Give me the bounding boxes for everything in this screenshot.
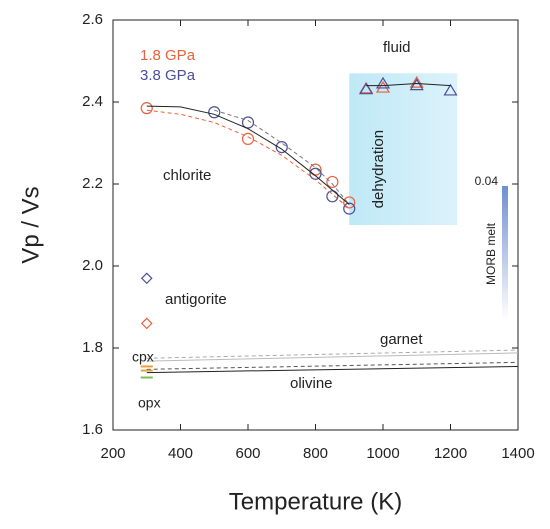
y-tick-label: 2.2 bbox=[82, 175, 103, 192]
legend-label: 1.8 GPa bbox=[140, 47, 196, 64]
annotation: MORB melt bbox=[484, 222, 498, 285]
triangle-marker bbox=[409, 75, 424, 88]
x-axis-label: Temperature (K) bbox=[229, 488, 402, 515]
triangle-marker bbox=[409, 78, 424, 91]
fit-line bbox=[366, 83, 451, 87]
y-tick-label: 2.4 bbox=[82, 93, 103, 110]
triangle-marker bbox=[359, 82, 374, 95]
x-tick-label: 600 bbox=[235, 445, 260, 462]
annotation: antigorite bbox=[165, 291, 227, 308]
circle-marker bbox=[309, 163, 322, 176]
fit-line bbox=[146, 109, 350, 209]
annotation: olivine bbox=[290, 375, 333, 392]
circle-marker bbox=[241, 132, 255, 145]
dehydration-region bbox=[349, 73, 458, 225]
triangle-marker bbox=[375, 76, 391, 89]
x-tick-label: 200 bbox=[100, 445, 125, 462]
annotation: cpx bbox=[132, 349, 154, 365]
fit-line bbox=[214, 109, 350, 205]
circle-marker bbox=[326, 190, 339, 203]
circle-marker bbox=[140, 102, 153, 115]
fit-line bbox=[146, 105, 350, 205]
circle-marker bbox=[326, 175, 339, 189]
morb-melt-bar bbox=[502, 186, 508, 320]
region-label: dehydration bbox=[370, 130, 387, 208]
fit-line bbox=[146, 361, 519, 370]
diamond-marker bbox=[140, 272, 153, 285]
y-tick-label: 2.6 bbox=[82, 11, 103, 28]
triangle-marker bbox=[443, 83, 458, 96]
annotation: 0.04 bbox=[475, 174, 499, 188]
fit-line bbox=[146, 365, 519, 374]
circle-marker bbox=[275, 141, 288, 154]
circle-marker bbox=[309, 167, 322, 180]
x-tick-label: 400 bbox=[168, 445, 193, 462]
circle-marker bbox=[343, 196, 356, 209]
fit-line bbox=[146, 349, 519, 359]
circle-marker bbox=[241, 116, 255, 129]
annotation: opx bbox=[138, 395, 161, 411]
y-tick-label: 1.8 bbox=[82, 339, 103, 356]
x-tick-label: 1000 bbox=[366, 445, 399, 462]
y-tick-label: 2.0 bbox=[82, 257, 103, 274]
annotation: chlorite bbox=[163, 167, 211, 184]
x-tick-label: 1200 bbox=[434, 445, 467, 462]
x-tick-label: 1400 bbox=[501, 445, 534, 462]
circle-marker bbox=[343, 202, 356, 215]
legend-label: 3.8 GPa bbox=[140, 67, 196, 84]
circle-marker bbox=[208, 106, 221, 119]
x-tick-label: 800 bbox=[303, 445, 328, 462]
y-tick-label: 1.6 bbox=[82, 421, 103, 438]
triangle-marker bbox=[375, 80, 391, 93]
diamond-marker bbox=[140, 317, 153, 330]
y-axis-label: Vp / Vs bbox=[17, 186, 44, 263]
fit-line bbox=[146, 352, 519, 362]
annotation: fluid bbox=[383, 39, 411, 56]
annotation: garnet bbox=[380, 331, 423, 348]
